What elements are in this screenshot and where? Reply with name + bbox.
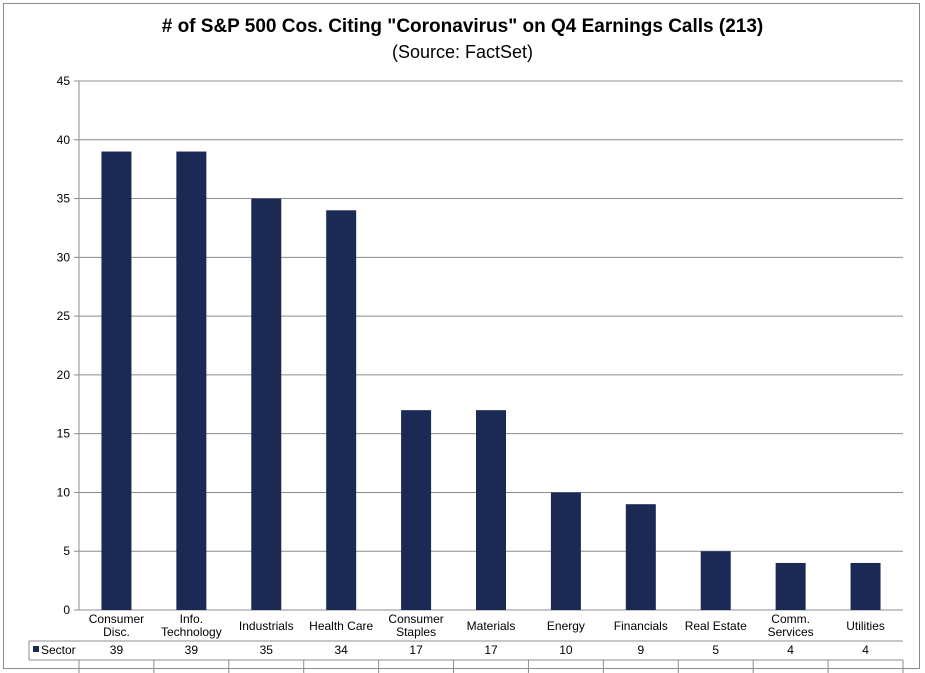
bar bbox=[401, 410, 432, 610]
bar bbox=[850, 562, 881, 610]
x-tick-label: Consumer bbox=[89, 612, 144, 626]
x-tick-label: Industrials bbox=[239, 619, 294, 633]
x-tick-label: Materials bbox=[467, 619, 516, 633]
x-tick-label: Comm. bbox=[771, 612, 810, 626]
y-tick-label: 0 bbox=[63, 603, 70, 617]
chart-subtitle: (Source: FactSet) bbox=[391, 42, 534, 62]
x-tick-label: Info. bbox=[180, 612, 203, 626]
y-tick-label: 5 bbox=[63, 544, 70, 558]
data-table-value: 9 bbox=[637, 643, 644, 657]
bar bbox=[700, 551, 731, 610]
data-table-value: 17 bbox=[409, 643, 423, 657]
y-tick-label: 45 bbox=[57, 74, 71, 88]
x-tick-label: Health Care bbox=[309, 619, 373, 633]
x-tick-label: Financials bbox=[614, 619, 668, 633]
chart-frame bbox=[3, 3, 920, 669]
y-tick-label: 15 bbox=[57, 427, 71, 441]
bar bbox=[550, 492, 581, 610]
bar bbox=[476, 410, 506, 610]
x-tick-label: Technology bbox=[161, 625, 222, 639]
legend-swatch bbox=[33, 646, 39, 652]
bar bbox=[101, 151, 132, 611]
chart-title: # of S&P 500 Cos. Citing "Coronavirus" o… bbox=[161, 16, 764, 37]
data-table-value: 5 bbox=[712, 643, 719, 657]
bar bbox=[251, 198, 282, 611]
data-table-value: 39 bbox=[185, 643, 199, 657]
data-table-value: 4 bbox=[862, 643, 869, 657]
bar bbox=[176, 151, 207, 611]
y-tick-label: 40 bbox=[57, 133, 71, 147]
data-table-value: 17 bbox=[484, 643, 498, 657]
x-tick-label: Disc. bbox=[103, 625, 130, 639]
data-table-value: 10 bbox=[559, 643, 573, 657]
x-tick-label: Services bbox=[768, 625, 814, 639]
bar bbox=[625, 504, 656, 610]
y-tick-label: 25 bbox=[57, 309, 71, 323]
y-tick-label: 35 bbox=[57, 192, 71, 206]
legend-label: Sector bbox=[41, 643, 76, 657]
y-tick-label: 10 bbox=[57, 485, 71, 499]
data-table-value: 35 bbox=[260, 643, 274, 657]
x-tick-label: Energy bbox=[547, 619, 585, 633]
data-table-value: 39 bbox=[110, 643, 124, 657]
x-tick-label: Real Estate bbox=[685, 619, 747, 633]
x-tick-label: Staples bbox=[396, 625, 436, 639]
x-tick-label: Consumer bbox=[388, 612, 443, 626]
y-tick-label: 20 bbox=[57, 368, 71, 382]
data-table-value: 4 bbox=[787, 643, 794, 657]
y-tick-label: 30 bbox=[57, 250, 71, 264]
bar bbox=[326, 210, 357, 611]
data-table-value: 34 bbox=[335, 643, 349, 657]
bar bbox=[775, 562, 806, 610]
x-tick-label: Utilities bbox=[846, 619, 885, 633]
